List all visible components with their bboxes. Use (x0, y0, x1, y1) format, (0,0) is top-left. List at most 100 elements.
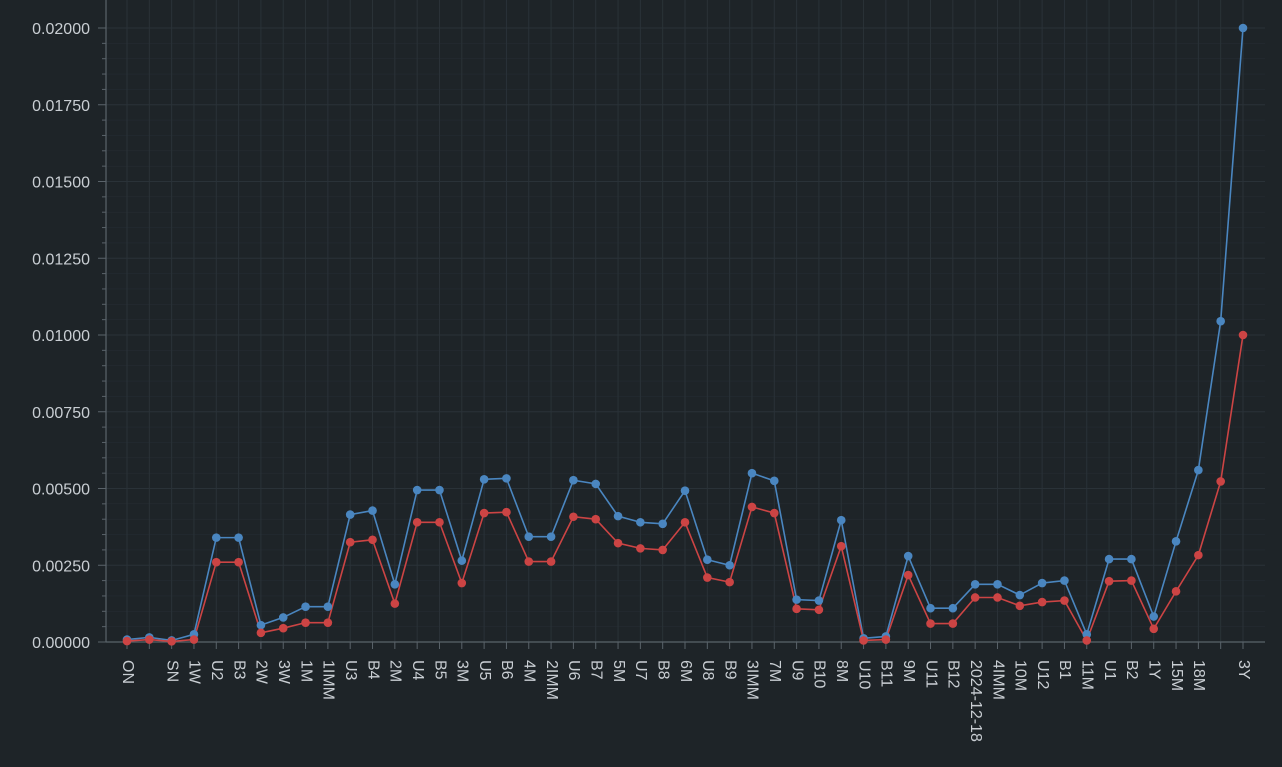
series-2-point (546, 557, 556, 566)
series-1-point (814, 596, 824, 605)
series-1-point (836, 515, 846, 525)
series-2-point (569, 512, 578, 522)
series-2-point (725, 577, 734, 587)
y-tick-label: 0.00500 (32, 482, 90, 499)
series-1-point (457, 556, 467, 565)
series-1-point (1238, 23, 1248, 33)
series-1-point (1171, 537, 1181, 546)
x-tick-label: U1 (1101, 660, 1118, 681)
x-tick-label: U8 (699, 660, 716, 681)
series-1-point (1127, 554, 1136, 564)
y-tick-label: 0.00750 (32, 405, 90, 422)
y-tick-label: 0.00250 (32, 558, 90, 575)
series-1-point (680, 486, 690, 495)
series-1-point (903, 551, 913, 561)
x-tick-label: 11M (1079, 660, 1096, 690)
series-2-point (836, 541, 846, 551)
x-tick-label: B9 (721, 660, 738, 680)
x-tick-label: 15M (1168, 660, 1185, 691)
series-1-point (256, 620, 266, 630)
series-1-point (234, 533, 243, 542)
series-2-point (948, 619, 958, 628)
x-tick-label: 4M (521, 660, 538, 682)
series-2-point (412, 517, 422, 527)
series-2-point (457, 578, 467, 588)
series-2-point (970, 593, 980, 602)
x-tick-label: U2 (208, 660, 225, 681)
series-2-point (524, 557, 534, 566)
x-tick-label: ON (119, 660, 136, 684)
series-1-point (390, 579, 400, 589)
x-tick-label: 4IMM (989, 660, 1006, 700)
x-tick-label: U12 (1034, 660, 1051, 689)
series-1-point (993, 579, 1002, 589)
series-2-point (769, 508, 779, 518)
series-2-point (747, 502, 757, 512)
x-tick-label: 3IMM (744, 660, 761, 700)
series-2-point (591, 514, 601, 524)
series-1-point (703, 555, 712, 565)
series-2-point (1037, 597, 1047, 607)
series-2-point (167, 637, 176, 646)
series-2-point (435, 517, 444, 527)
x-tick-label: 5M (610, 660, 627, 682)
series-1-point (970, 579, 980, 589)
series-2-point (636, 544, 645, 553)
series-2-point (903, 570, 913, 580)
x-tick-label: 3Y (1235, 660, 1252, 680)
series-group (122, 23, 1248, 646)
x-tick-label: B12 (945, 660, 962, 689)
x-tick-label: U4 (409, 660, 426, 681)
series-2-point (1216, 477, 1225, 486)
series-2-point (479, 508, 489, 518)
series-2-point (926, 619, 935, 628)
series-1-point (278, 613, 288, 622)
series-1-point (345, 510, 355, 519)
series-2-point (792, 604, 801, 614)
x-tick-label: 3W (275, 660, 292, 685)
y-tick-label: 0.01750 (32, 98, 90, 115)
x-tick-label: 1IMM (320, 660, 337, 700)
series-1-point (926, 603, 935, 613)
x-tick-label: 2W (253, 660, 270, 685)
x-tick-label: B3 (230, 660, 247, 680)
x-tick-label: 7M (766, 660, 783, 682)
x-tick-label: B7 (587, 660, 604, 680)
series-1-point (1104, 554, 1114, 564)
x-tick-label: 1W (186, 660, 203, 685)
series-2-point (680, 517, 690, 527)
y-tick-label: 0.00000 (32, 635, 90, 652)
x-tick-label: B8 (654, 660, 671, 680)
series-2-point (345, 537, 355, 547)
series-2-point (1127, 576, 1136, 585)
x-tick-label: U3 (342, 660, 359, 681)
series-2-point (323, 618, 333, 627)
x-tick-label: B6 (498, 660, 515, 680)
series-1-point (479, 474, 489, 484)
series-2-point (189, 635, 199, 644)
series-1-point (769, 476, 779, 486)
y-tick-label: 0.01500 (32, 175, 90, 192)
series-2-point (881, 635, 891, 644)
y-tick-label: 0.02000 (32, 21, 90, 38)
series-2-point (301, 618, 310, 627)
x-tick-label: B5 (431, 660, 448, 680)
x-tick-label: 1Y (1145, 660, 1162, 680)
x-tick-label: B2 (1123, 660, 1140, 680)
series-1-point (546, 532, 556, 541)
series-1-point (502, 474, 511, 483)
series-1-point (1060, 576, 1069, 585)
series-2-point (256, 628, 266, 638)
series-1-point (412, 485, 422, 495)
series-1-point (1037, 578, 1047, 588)
series-1-point (569, 475, 578, 485)
x-tick-label: 2M (387, 660, 404, 682)
series-2-point (1238, 330, 1248, 340)
series-2-point (502, 507, 511, 517)
series-2-point (1015, 601, 1025, 611)
series-1-point (1149, 612, 1159, 621)
series-2-point (211, 557, 221, 567)
series-2-point (1060, 596, 1069, 605)
series-1-point (948, 603, 958, 613)
